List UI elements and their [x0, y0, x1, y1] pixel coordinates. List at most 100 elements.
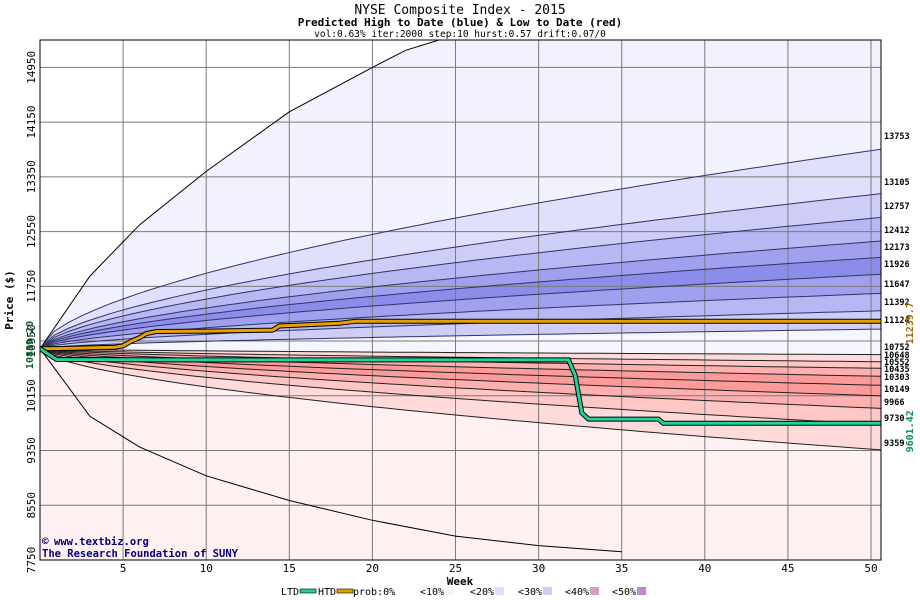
x-tick-label: 40 — [698, 562, 711, 575]
y-tick-label: 7750 — [25, 547, 38, 574]
legend-swatch — [396, 587, 405, 595]
right-value-label: 10303 — [884, 373, 910, 383]
right-value-label: 10752 — [884, 343, 910, 353]
legend-label: <40% — [565, 587, 589, 598]
legend: LTD HTD prob:0% <10% <20% <30% <40% <50% — [281, 587, 646, 598]
watermark-org: The Research Foundation of SUNY — [42, 548, 239, 560]
band-high-1 — [40, 193, 881, 349]
band-low-4 — [40, 348, 881, 396]
contour-high-1 — [40, 193, 881, 349]
legend-swatch — [543, 587, 552, 595]
contour-outer-lower — [40, 348, 622, 553]
y-tick-label: 9350 — [25, 437, 38, 464]
legend-swatch — [445, 587, 454, 595]
y-tick-label: 14150 — [25, 106, 38, 139]
legend-swatch — [637, 587, 646, 595]
legend-label: HTD — [318, 587, 336, 598]
chart-subtitle: Predicted High to Date (blue) & Low to D… — [298, 16, 623, 29]
legend-label: LTD — [281, 587, 299, 598]
band-low-2 — [40, 348, 881, 377]
x-tick-label: 30 — [532, 562, 545, 575]
y-tick-label: 12550 — [25, 215, 38, 248]
series-htd — [40, 319, 881, 351]
series-lines — [40, 318, 881, 426]
series-ltd — [40, 347, 881, 425]
y-tick-label: 13350 — [25, 160, 38, 193]
contour-low-8 — [40, 348, 881, 451]
y-tick-label: 8550 — [25, 492, 38, 519]
legend-label: <50% — [612, 587, 636, 598]
x-tick-label: 20 — [366, 562, 379, 575]
right-value-label: 11926 — [884, 260, 910, 270]
x-tick-label: 50 — [864, 562, 877, 575]
chart-title: NYSE Composite Index - 2015 — [354, 3, 565, 18]
x-tick-label: 35 — [615, 562, 628, 575]
legend-swatch-line — [299, 588, 317, 594]
x-tick-label: 5 — [120, 562, 127, 575]
right-value-label: 9966 — [884, 398, 904, 408]
contour-high-4 — [40, 256, 881, 350]
band-high-3 — [40, 241, 881, 349]
band-middle — [40, 329, 881, 355]
legend-label: <10% — [420, 587, 444, 598]
right-value-label: 12412 — [884, 226, 910, 236]
right-value-label: 11647 — [884, 280, 910, 290]
band-low-6 — [40, 348, 881, 425]
legend-swatch — [495, 587, 504, 595]
right-value-label: 11392 — [884, 298, 910, 308]
y-axis-title: Price ($) — [3, 270, 16, 330]
x-axis-ticks: 5 10 15 20 25 30 35 40 45 50 — [120, 562, 878, 575]
watermark-url: www.textbiz.org — [54, 536, 149, 548]
legend-swatch-line — [336, 588, 354, 594]
band-high-2 — [40, 217, 881, 349]
band-low-0 — [40, 348, 881, 362]
y-tick-label: 11750 — [25, 270, 38, 303]
band-high-5 — [40, 274, 881, 349]
right-value-label: 9359 — [884, 439, 904, 449]
contour-low-7 — [40, 348, 881, 425]
plot-frame — [39, 39, 882, 561]
right-value-labels: 13753 13105 12757 12412 12173 11926 11647 11392… — [884, 132, 910, 449]
ltd-final-label: 9601.42 — [905, 410, 916, 452]
y-tick-label: 10950 — [25, 324, 38, 357]
y-tick-label: 14950 — [25, 51, 38, 84]
plot-area — [40, 40, 881, 560]
x-tick-label: 15 — [283, 562, 296, 575]
contour-low-5 — [40, 348, 881, 397]
x-tick-label: 45 — [781, 562, 794, 575]
contour-high-0 — [40, 148, 881, 349]
grid — [40, 40, 881, 560]
legend-label: <30% — [518, 587, 542, 598]
legend-swatch — [590, 587, 599, 595]
right-value-label: 12173 — [884, 243, 910, 253]
right-value-label: 10435 — [884, 365, 910, 375]
contour-low-6 — [40, 348, 881, 409]
band-high-4 — [40, 257, 881, 349]
band-low-5 — [40, 348, 881, 409]
legend-label: prob:0% — [353, 587, 395, 598]
contour-high-3 — [40, 240, 881, 350]
contour-high-2 — [40, 216, 881, 349]
contour-high-5 — [40, 273, 881, 350]
htd-final-label: 11239.7 — [905, 302, 916, 344]
right-value-label: 11124 — [884, 316, 910, 326]
contour-outer-upper — [40, 40, 440, 349]
right-value-label: 9730 — [884, 414, 904, 424]
chart-params: vol:0.63% iter:2000 step:10 hurst:0.57 d… — [314, 29, 606, 40]
contour-low-0 — [40, 348, 881, 356]
watermark-copyright-icon: © — [42, 535, 49, 548]
right-value-label: 13753 — [884, 132, 910, 142]
start-value-label: 10839.20 — [25, 321, 36, 369]
right-value-label: 10149 — [884, 385, 910, 395]
legend-label: <20% — [470, 587, 494, 598]
x-axis-title: Week — [447, 575, 474, 588]
y-tick-label: 10150 — [25, 379, 38, 412]
right-value-label: 13105 — [884, 178, 910, 188]
contour-high-8 — [40, 328, 881, 350]
x-tick-label: 10 — [200, 562, 213, 575]
right-value-label: 10552 — [884, 358, 910, 368]
right-value-label: 10648 — [884, 351, 910, 361]
percentile-contours — [40, 40, 881, 553]
contour-low-1 — [40, 348, 881, 363]
